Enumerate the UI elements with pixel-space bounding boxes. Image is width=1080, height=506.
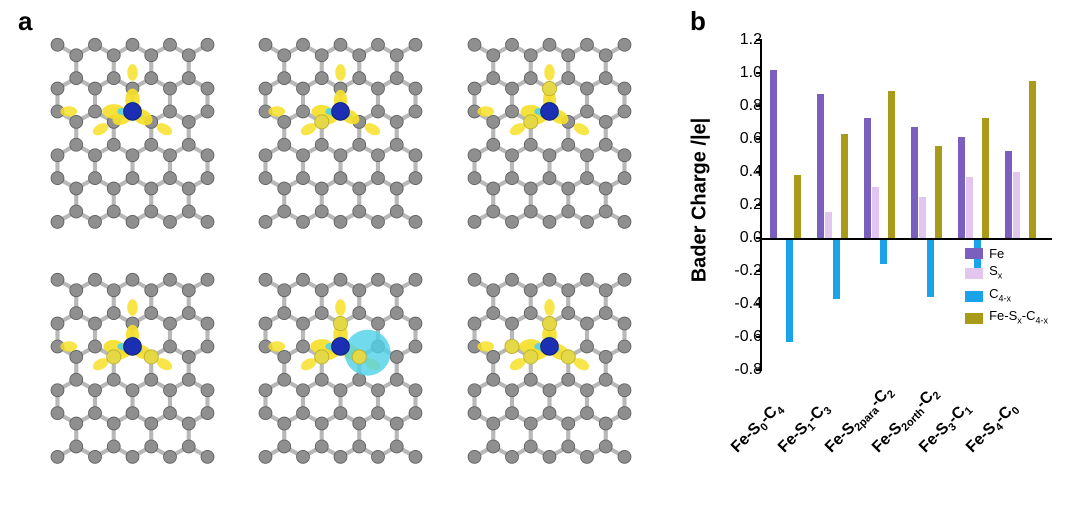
- x-category-label: Fe-S0-C4: [728, 399, 787, 458]
- bar: [817, 94, 824, 238]
- legend-swatch: [965, 291, 983, 302]
- y-axis-label: Bader Charge /|e|: [689, 118, 712, 283]
- ytick-label: -0.2: [722, 262, 762, 280]
- chart-legend: FeSxC4-xFe-Sx-C4-x: [965, 245, 1048, 330]
- bar-group: [864, 40, 896, 370]
- bar: [1029, 81, 1036, 238]
- molecule-Fe-S2orth-C2: [45, 265, 228, 480]
- legend-swatch: [965, 248, 983, 259]
- panel-a-label: a: [18, 6, 32, 37]
- chart-zero-line: [762, 238, 1052, 240]
- bar: [927, 238, 934, 297]
- bar-group: [911, 40, 943, 370]
- ytick-label: 1.2: [722, 31, 762, 49]
- ytick-label: 0.6: [722, 130, 762, 148]
- bar-group: [817, 40, 849, 370]
- bar: [982, 118, 989, 238]
- bar: [1013, 172, 1020, 238]
- bar: [966, 177, 973, 238]
- ytick-label: -0.8: [722, 361, 762, 379]
- bar: [841, 134, 848, 238]
- legend-label: Fe-Sx-C4-x: [989, 307, 1048, 330]
- bar: [872, 187, 879, 238]
- bar: [935, 146, 942, 238]
- bar: [1005, 151, 1012, 238]
- x-category-label: Fe-S4-C0: [963, 399, 1022, 458]
- bar: [888, 91, 895, 238]
- molecule-Fe-S2para-C2: [462, 30, 645, 245]
- ytick-label: 0.0: [722, 229, 762, 247]
- bar: [825, 212, 832, 238]
- x-category-label: Fe-S1-C3: [775, 399, 834, 458]
- legend-label: Fe: [989, 245, 1004, 262]
- legend-swatch: [965, 313, 983, 324]
- ytick-label: 0.8: [722, 97, 762, 115]
- legend-item: Fe: [965, 245, 1048, 262]
- bar: [911, 127, 918, 238]
- ytick-label: 0.4: [722, 163, 762, 181]
- ytick-label: 0.2: [722, 196, 762, 214]
- bar: [880, 238, 887, 264]
- bar: [770, 70, 777, 238]
- bar: [833, 238, 840, 299]
- bar: [919, 197, 926, 238]
- molecule-Fe-S3-C1: [253, 265, 436, 480]
- ytick-label: 1.0: [722, 64, 762, 82]
- legend-item: Fe-Sx-C4-x: [965, 307, 1048, 330]
- bar: [794, 175, 801, 238]
- legend-item: C4-x: [965, 285, 1048, 308]
- bar: [786, 238, 793, 342]
- legend-label: Sx: [989, 262, 1002, 285]
- legend-item: Sx: [965, 262, 1048, 285]
- bar: [958, 137, 965, 238]
- ytick-label: -0.6: [722, 328, 762, 346]
- bar: [864, 118, 871, 238]
- chart-plot-area: FeSxC4-xFe-Sx-C4-x: [760, 40, 1052, 370]
- ytick-label: -0.4: [722, 295, 762, 313]
- molecule-Fe-S1-C3: [253, 30, 436, 245]
- molecule-Fe-S0-C4: [45, 30, 228, 245]
- figure-root: a b Bader Charge /|e| FeSxC4-xFe-Sx-C4-x…: [0, 0, 1080, 506]
- legend-swatch: [965, 268, 983, 279]
- panel-b: Bader Charge /|e| FeSxC4-xFe-Sx-C4-x -0.…: [700, 30, 1060, 480]
- legend-label: C4-x: [989, 285, 1011, 308]
- bar-group: [770, 40, 802, 370]
- panel-a: [45, 30, 645, 480]
- molecule-Fe-S4-C0: [462, 265, 645, 480]
